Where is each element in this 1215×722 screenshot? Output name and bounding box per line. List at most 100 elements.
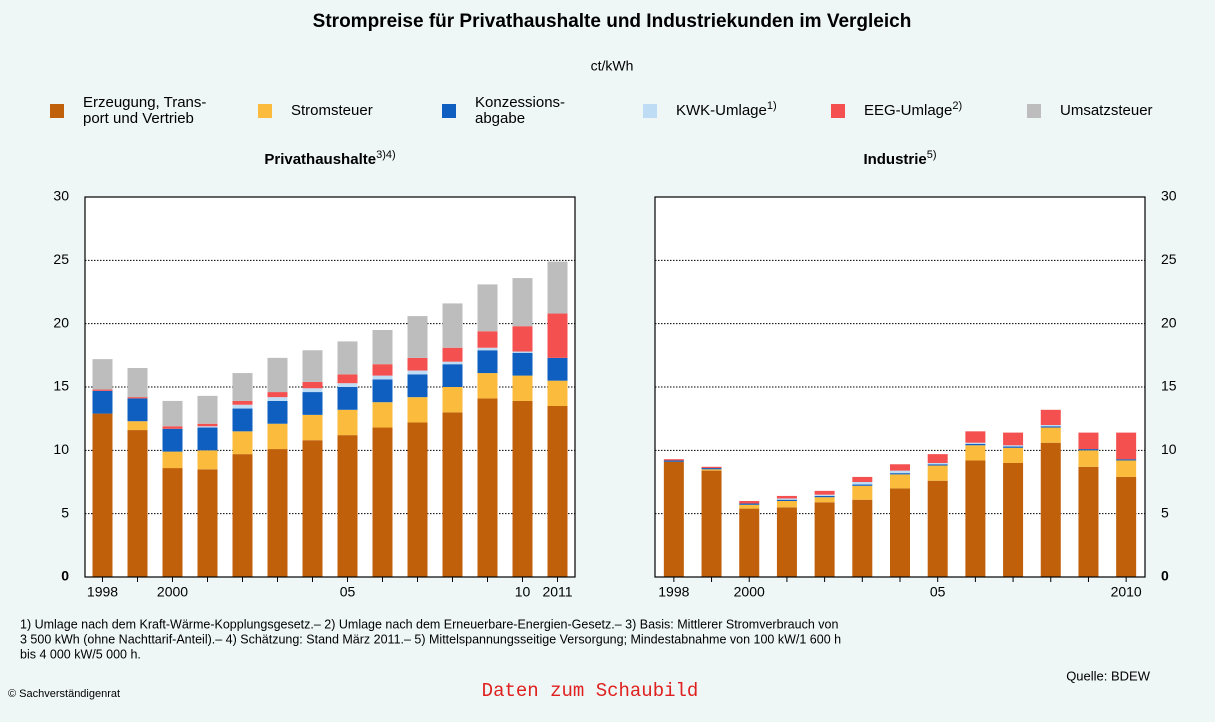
legend-label: Konzessions-abgabe	[475, 94, 565, 127]
bar-segment	[197, 423, 218, 427]
bar-segment	[1116, 460, 1137, 477]
bar-segment	[890, 474, 910, 489]
bar-segment	[547, 261, 568, 314]
bar-segment	[739, 503, 760, 505]
bar-segment	[739, 501, 760, 504]
bar-segment	[1078, 450, 1099, 467]
bar-segment	[92, 359, 113, 390]
bar-segment	[232, 404, 253, 409]
panel-title-sup: 5)	[927, 149, 937, 161]
bar-segment	[232, 431, 253, 455]
bar-segment	[927, 465, 948, 481]
bar-segment	[302, 388, 323, 393]
bar-segment	[197, 395, 218, 424]
x-tick-label: 2000	[734, 584, 765, 600]
bar-segment	[407, 316, 428, 358]
bar-segment	[701, 468, 722, 470]
bar-segment	[267, 400, 288, 424]
bar-segment	[927, 480, 948, 577]
bar-segment	[814, 502, 835, 577]
bar-segment	[197, 469, 218, 577]
bar-segment	[232, 373, 253, 401]
bar-segment	[1003, 463, 1024, 577]
x-tick-label: 1998	[87, 584, 118, 600]
bar-segment	[302, 350, 323, 382]
bar-segment	[663, 461, 684, 577]
bar-segment	[512, 352, 533, 376]
bar-segment	[127, 397, 148, 399]
bar-segment	[127, 421, 148, 431]
bar-segment	[302, 381, 323, 389]
legend-name: Umsatzsteuer	[1060, 102, 1153, 119]
legend-swatch	[50, 104, 64, 118]
bar-segment	[776, 495, 797, 499]
bar-segment	[739, 504, 760, 509]
bar-segment	[852, 484, 873, 486]
bar-segment	[477, 373, 498, 399]
panel-title-text: Privathaushalte	[264, 151, 376, 168]
bar-segment	[776, 507, 797, 577]
unit-label: ct/kWh	[591, 58, 634, 74]
bar-segment	[477, 331, 498, 348]
legend-sup: 2)	[952, 100, 962, 112]
y-tick-label: 0	[61, 568, 69, 584]
bar-segment	[1040, 426, 1061, 428]
y-tick-label: 20	[53, 314, 69, 330]
bar-segment	[512, 278, 533, 327]
bar-segment	[965, 460, 986, 577]
bar-segment	[267, 397, 288, 401]
bar-segment	[1040, 409, 1061, 425]
bar-segment	[442, 412, 463, 577]
panel-title-text: Industrie	[863, 151, 926, 168]
y-tick-label: 10	[1161, 441, 1177, 457]
plot-frame	[84, 196, 576, 578]
legend-label: EEG-Umlage2)	[864, 100, 962, 119]
bar-segment	[127, 430, 148, 577]
bar-segment	[267, 357, 288, 393]
bar-segment	[477, 350, 498, 374]
bar-segment	[1116, 432, 1137, 460]
bar-segment	[965, 444, 986, 446]
legend-swatch	[1027, 104, 1041, 118]
bar-segment	[477, 284, 498, 332]
bar-segment	[162, 451, 183, 469]
bar-segment	[232, 400, 253, 405]
x-tick-label: 05	[340, 584, 356, 600]
bar-segment	[890, 488, 910, 577]
bar-segment	[407, 397, 428, 423]
y-tick-label: 30	[53, 188, 69, 204]
bar-segment	[927, 454, 948, 463]
legend-name: Erzeugung, Trans-port und Vertrieb	[83, 94, 206, 127]
data-link[interactable]: Daten zum Schaubild	[482, 680, 699, 702]
bar-segment	[927, 464, 948, 466]
y-tick-label: 30	[1161, 188, 1177, 204]
bar-segment	[442, 361, 463, 365]
y-tick-label: 15	[1161, 378, 1177, 394]
bar-segment	[776, 498, 797, 500]
panel-title-sup: 3)4)	[376, 149, 396, 161]
legend-name: EEG-Umlage	[864, 102, 952, 119]
legend-name: KWK-Umlage	[676, 102, 767, 119]
y-tick-label: 25	[1161, 251, 1177, 267]
bar-segment	[1078, 466, 1099, 577]
bar-segment	[814, 490, 835, 495]
y-tick-label: 5	[61, 504, 69, 520]
legend-swatch	[643, 104, 657, 118]
bar-segment	[512, 375, 533, 401]
legend-sup: 1)	[767, 100, 777, 112]
bar-segment	[1040, 442, 1061, 577]
bar-segment	[663, 459, 684, 461]
y-tick-label: 0	[1161, 568, 1169, 584]
y-tick-label: 15	[53, 378, 69, 394]
bar-segment	[814, 497, 835, 503]
bar-segment	[442, 303, 463, 348]
bar-segment	[701, 470, 722, 577]
plot-frame	[654, 196, 1146, 578]
legend-label: Erzeugung, Trans-port und Vertrieb	[83, 94, 206, 127]
bar-segment	[701, 466, 722, 469]
bar-segment	[965, 445, 986, 461]
legend-label: Umsatzsteuer	[1060, 102, 1153, 119]
y-tick-label: 25	[53, 251, 69, 267]
bar-segment	[547, 380, 568, 406]
